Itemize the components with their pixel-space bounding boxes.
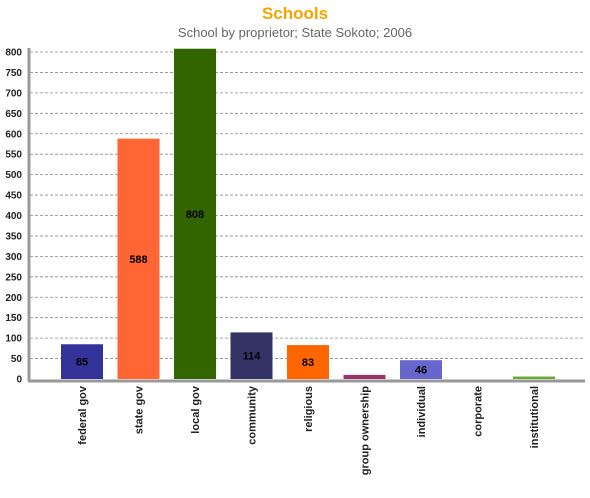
y-tick-label: 600 (5, 129, 22, 140)
bar (117, 138, 160, 379)
x-category-labels: federal gov state gov local gov community re… (77, 385, 541, 475)
y-tick-label: 650 (5, 109, 22, 120)
chart-title: Schools (261, 4, 329, 23)
gridlines (30, 51, 585, 359)
x-category-label: religious (303, 386, 315, 432)
x-category-label: community (247, 385, 259, 445)
bar (400, 360, 442, 379)
y-tick-label: 700 (5, 88, 22, 99)
y-tick-label: 100 (5, 334, 22, 345)
x-category-label: corporate (473, 386, 485, 437)
data-labels: 85 588 808 114 83 46 (76, 209, 427, 377)
y-tick-label: 750 (5, 68, 22, 79)
data-label: 588 (129, 254, 147, 266)
bar (343, 374, 386, 379)
y-tick-label: 800 (5, 48, 22, 59)
y-tick-label: 550 (5, 150, 22, 161)
bar (230, 332, 273, 379)
x-category-label: state gov (134, 385, 146, 434)
data-label: 114 (243, 351, 262, 363)
axes (27, 48, 585, 383)
y-tick-label: 150 (5, 313, 22, 324)
chart-subtitle: School by proprietor; State Sokoto; 2006 (177, 25, 413, 40)
data-label: 85 (76, 357, 88, 369)
x-category-label: institutional (529, 386, 541, 448)
data-label: 46 (415, 365, 427, 377)
x-category-label: individual (416, 386, 428, 437)
data-label: 83 (302, 357, 314, 369)
x-category-label: local gov (190, 385, 202, 434)
y-tick-label: 50 (11, 354, 23, 365)
bar (61, 344, 103, 379)
y-tick-label: 300 (5, 252, 22, 263)
bar (287, 345, 329, 379)
x-category-label: federal gov (77, 385, 89, 445)
data-label: 808 (186, 209, 204, 221)
bar (174, 48, 216, 379)
y-tick-label: 350 (5, 231, 22, 242)
y-tick-label: 500 (5, 170, 22, 181)
y-tick-label: 250 (5, 272, 22, 283)
y-tick-label: 400 (5, 211, 22, 222)
y-tick-label: 450 (5, 191, 22, 202)
y-tick-labels: 0 50 100 150 200 250 300 350 400 450 500 550 600 650 7… (5, 48, 22, 386)
bar (513, 376, 555, 379)
y-tick-label: 200 (5, 293, 22, 304)
bars (61, 48, 555, 379)
x-category-label: group ownership (360, 386, 372, 476)
y-tick-label: 0 (16, 375, 22, 386)
